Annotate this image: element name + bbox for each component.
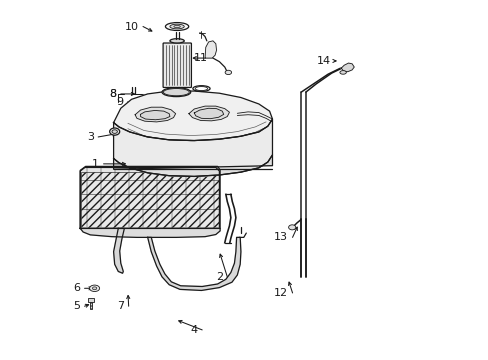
Polygon shape <box>113 119 272 176</box>
Polygon shape <box>341 63 353 72</box>
Polygon shape <box>135 107 175 122</box>
Text: 5: 5 <box>73 301 80 311</box>
Text: 14: 14 <box>316 56 330 66</box>
Ellipse shape <box>162 87 190 96</box>
Text: 6: 6 <box>73 283 80 293</box>
Text: 11: 11 <box>194 53 207 63</box>
Text: 9: 9 <box>116 97 123 107</box>
Polygon shape <box>113 155 272 176</box>
Polygon shape <box>80 228 220 237</box>
Ellipse shape <box>169 39 184 43</box>
Text: 13: 13 <box>274 232 287 242</box>
Text: 2: 2 <box>215 272 223 282</box>
Text: 7: 7 <box>117 301 124 311</box>
Ellipse shape <box>288 225 295 230</box>
Ellipse shape <box>109 128 120 135</box>
Polygon shape <box>147 237 241 291</box>
Polygon shape <box>194 108 223 119</box>
Text: 4: 4 <box>190 325 198 335</box>
Polygon shape <box>113 91 272 140</box>
Text: 8: 8 <box>109 89 116 99</box>
Ellipse shape <box>92 287 97 290</box>
Ellipse shape <box>89 285 100 292</box>
Polygon shape <box>188 106 229 121</box>
Ellipse shape <box>169 24 184 29</box>
Ellipse shape <box>339 71 346 74</box>
Text: 12: 12 <box>274 288 287 298</box>
Polygon shape <box>113 228 124 273</box>
Text: 1: 1 <box>92 159 99 169</box>
Ellipse shape <box>174 26 180 28</box>
FancyBboxPatch shape <box>163 43 191 87</box>
Ellipse shape <box>224 70 231 75</box>
Polygon shape <box>80 167 219 228</box>
Ellipse shape <box>112 130 117 134</box>
Text: 3: 3 <box>87 132 94 142</box>
Polygon shape <box>204 41 216 58</box>
Bar <box>89 302 92 309</box>
Polygon shape <box>140 111 169 120</box>
Bar <box>88 298 94 302</box>
Ellipse shape <box>165 23 188 31</box>
Polygon shape <box>81 172 218 228</box>
Text: 10: 10 <box>124 22 139 32</box>
Text: 8: 8 <box>109 89 116 99</box>
